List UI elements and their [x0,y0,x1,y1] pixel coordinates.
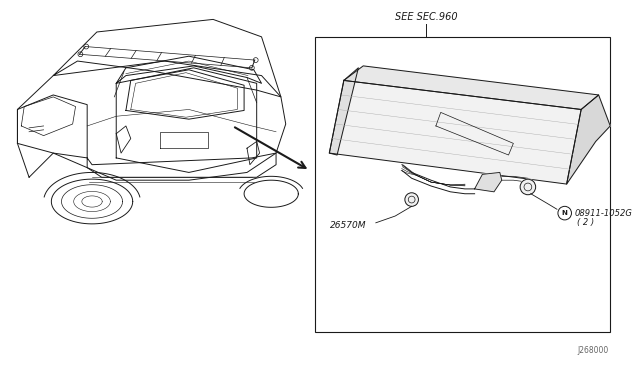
Circle shape [405,193,419,206]
Text: ( 2 ): ( 2 ) [577,218,595,227]
Bar [315,37,610,332]
Polygon shape [566,95,610,184]
Circle shape [558,206,572,220]
Text: J268000: J268000 [577,346,608,355]
Text: SEE SEC.960: SEE SEC.960 [395,12,458,22]
Polygon shape [330,80,581,184]
Text: 08911-1052G: 08911-1052G [574,209,632,218]
Circle shape [520,179,536,195]
Text: N: N [562,210,568,216]
Polygon shape [475,173,502,192]
Polygon shape [344,66,598,109]
Polygon shape [330,68,358,155]
Text: 26570M: 26570M [330,221,366,230]
